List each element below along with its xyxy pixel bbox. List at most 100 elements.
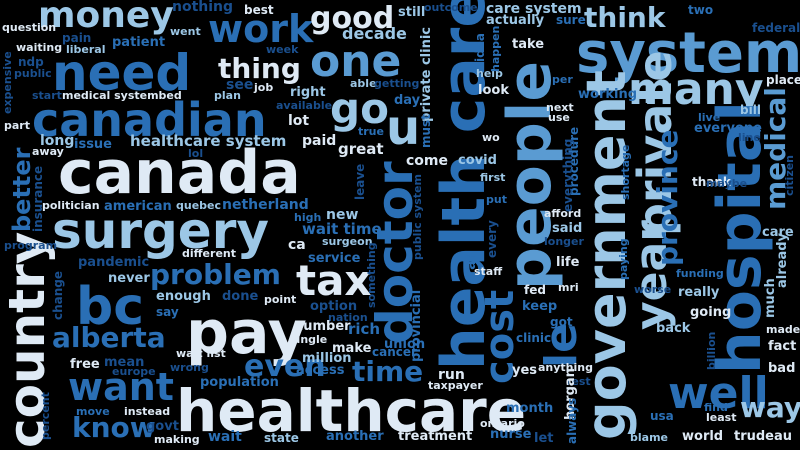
word-getting: getting [374,77,420,90]
word-high: high [294,211,322,224]
word-right: right [290,85,326,100]
word-patient: patient [112,35,166,50]
word-wo: wo [482,131,500,144]
word-pay: pay [186,298,307,368]
word-program: program [4,239,58,252]
word-provincial: provincial [409,289,424,362]
word-govt: govt [146,419,179,434]
word-treatment: treatment [398,429,473,444]
word-wait: wait [208,429,242,445]
word-trudeau: trudeau [734,429,793,444]
word-public-system: public system [411,174,424,260]
word-free: free [70,357,100,372]
word-per: per [552,73,573,86]
word-great: great [338,140,384,158]
word-said: said [552,221,583,236]
word-care-system: care system [486,1,582,17]
word-surgeon: surgeon [322,235,373,248]
word-month: month [506,401,554,416]
word-take: take [512,37,545,52]
word-way: way [740,391,800,424]
word-netherland: netherland [222,197,309,213]
word-went: went [170,25,201,38]
word-look: look [478,83,509,98]
word-liberal: liberal [66,43,106,56]
word-lot: lot [288,113,310,129]
word-million: million [302,351,352,366]
word-clinic: clinic [516,331,552,345]
word-different: different [182,247,236,260]
word-live: live [698,111,721,124]
word-really: really [678,285,720,300]
word-option: option [310,299,358,314]
word-think: think [584,1,666,34]
word-good: good [310,1,395,36]
word-go: go [330,84,389,133]
word-nation: nation [328,311,368,324]
word-idea: idea [473,33,487,62]
word-even: even [244,349,326,384]
word-back: back [656,321,691,336]
word-taxpayer: taxpayer [428,379,483,392]
word-worse: worse [634,283,672,296]
word-day: day [394,93,421,108]
word-decade: decade [342,24,407,43]
word-fed: fed [524,283,546,297]
word-mri: mri [558,281,579,294]
word-issue: issue [74,137,113,152]
word-able: able [350,77,377,90]
word-got: got [550,315,573,329]
word-money: money [38,0,174,36]
word-many: many [628,64,764,115]
word-afford: afford [544,207,582,220]
word-nurse: nurse [490,427,532,442]
word-still: still [398,5,426,20]
word-rich: rich [348,320,381,338]
word-state: state [264,431,299,445]
word-care: care [762,225,794,240]
word-billion: billion [705,331,718,370]
word-healthcare-system: healthcare system [130,132,287,150]
word-two: two [688,3,714,17]
word-politician: politician [42,199,100,212]
word-long: long [40,133,75,149]
word-wrong: wrong [170,361,209,374]
word-bc: bc [76,277,145,337]
word-must: must [419,114,433,148]
word-public: public [14,67,52,80]
word-mean: mean [104,355,145,370]
word-alberta: alberta [52,321,166,354]
word-come: come [406,153,448,169]
word-life: life [556,255,580,270]
word-done: done [222,289,259,304]
word-problem: problem [150,258,281,291]
word-put: put [486,193,507,206]
word-keep: keep [522,299,558,314]
word-available: available [276,99,333,112]
word-paying: paying [617,238,630,280]
word-making: making [154,433,200,446]
word-fact: fact [768,339,797,354]
word-federal: federal [752,21,800,35]
word-rest: rest [566,375,591,388]
word-leave: leave [353,163,367,200]
word-wait-time: wait time [302,220,382,238]
word-world: world [682,429,724,444]
word-point: point [264,293,297,306]
word-thing: thing [218,52,301,85]
word-people: people [495,60,565,290]
word-next: next [546,101,574,114]
word-far: far [463,253,479,276]
word-instead: instead [124,405,171,418]
word-going: going [690,305,732,320]
word-shortage: shortage [619,144,632,200]
word-percent: percent [39,392,52,440]
word-least: least [706,411,737,424]
word-something: something [365,242,378,308]
word-work: work [208,7,314,51]
word-find: find [704,401,728,414]
word-help: help [476,67,503,80]
word-new: new [326,207,359,223]
word-population: population [200,375,279,390]
